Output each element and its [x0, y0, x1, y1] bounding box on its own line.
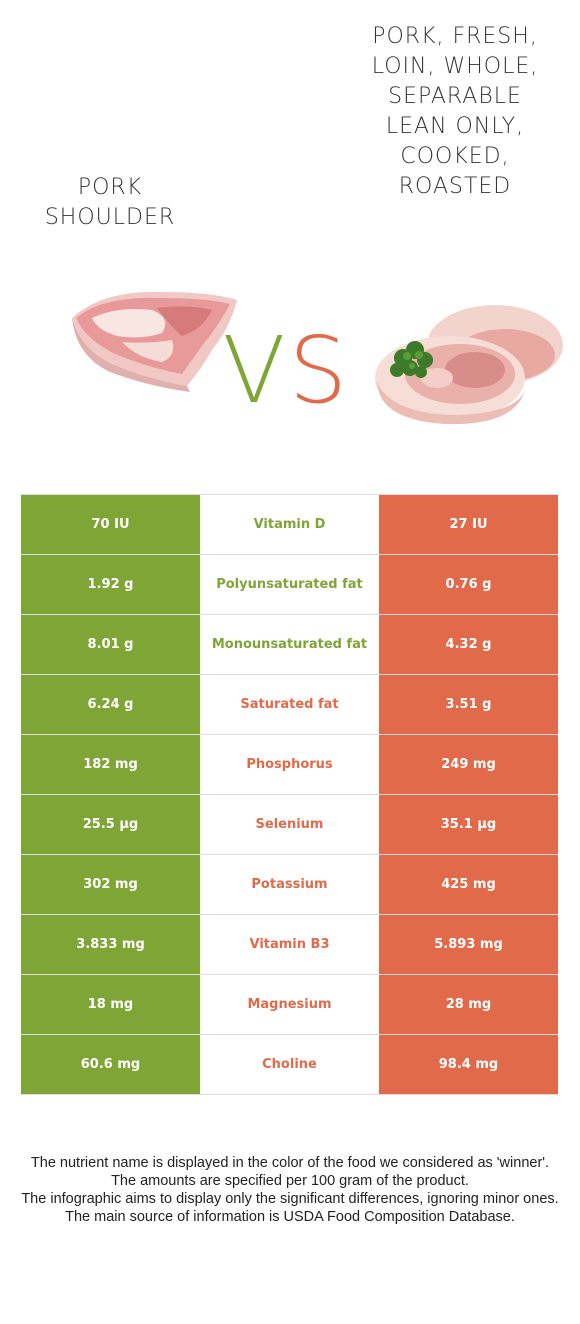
pork-shoulder-image: [72, 291, 237, 392]
nutrient-name: Choline: [200, 1035, 379, 1094]
vs-v-letter: V: [223, 322, 286, 412]
left-value: 25.5 µg: [21, 795, 200, 854]
nutrient-name: Monounsaturated fat: [200, 615, 379, 674]
right-value: 249 mg: [379, 735, 558, 794]
vs-s-letter: S: [289, 322, 347, 412]
right-value: 0.76 g: [379, 555, 558, 614]
nutrient-name: Polyunsaturated fat: [200, 555, 379, 614]
nutrient-name: Magnesium: [200, 975, 379, 1034]
table-row: 182 mg Phosphorus 249 mg: [21, 735, 558, 795]
table-row: 18 mg Magnesium 28 mg: [21, 975, 558, 1035]
table-row: 8.01 g Monounsaturated fat 4.32 g: [21, 615, 558, 675]
footer-notes: The nutrient name is displayed in the co…: [18, 1154, 562, 1226]
left-value: 8.01 g: [21, 615, 200, 674]
table-row: 3.833 mg Vitamin B3 5.893 mg: [21, 915, 558, 975]
nutrient-name: Phosphorus: [200, 735, 379, 794]
footer-line: The infographic aims to display only the…: [21, 1191, 559, 1207]
footer-line: The nutrient name is displayed in the co…: [30, 1155, 550, 1171]
table-row: 25.5 µg Selenium 35.1 µg: [21, 795, 558, 855]
right-value: 27 IU: [379, 495, 558, 554]
nutrient-name: Selenium: [200, 795, 379, 854]
right-value: 35.1 µg: [379, 795, 558, 854]
left-value: 70 IU: [21, 495, 200, 554]
left-value: 1.92 g: [21, 555, 200, 614]
table-row: 60.6 mg Choline 98.4 mg: [21, 1035, 558, 1095]
left-value: 60.6 mg: [21, 1035, 200, 1094]
left-value: 6.24 g: [21, 675, 200, 734]
nutrient-comparison-table: 70 IU Vitamin D 27 IU 1.92 g Polyunsaturated…: [21, 494, 558, 1095]
vs-graphic: V S: [223, 322, 348, 412]
nutrient-name: Potassium: [200, 855, 379, 914]
left-value: 18 mg: [21, 975, 200, 1034]
table-row: 302 mg Potassium 425 mg: [21, 855, 558, 915]
right-value: 5.893 mg: [379, 915, 558, 974]
nutrient-name: Vitamin D: [200, 495, 379, 554]
pork-loin-image: [375, 305, 563, 425]
nutrient-name: Saturated fat: [200, 675, 379, 734]
table-row: 6.24 g Saturated fat 3.51 g: [21, 675, 558, 735]
right-value: 4.32 g: [379, 615, 558, 674]
right-value: 28 mg: [379, 975, 558, 1034]
right-value: 425 mg: [379, 855, 558, 914]
nutrient-name: Vitamin B3: [200, 915, 379, 974]
footer-line: The main source of information is USDA F…: [65, 1209, 515, 1225]
left-value: 182 mg: [21, 735, 200, 794]
right-value: 98.4 mg: [379, 1035, 558, 1094]
footer-line: The amounts are specified per 100 gram o…: [111, 1173, 469, 1189]
right-food-title: Pork, fresh, loin, whole, separable lean…: [371, 24, 539, 199]
table-row: 70 IU Vitamin D 27 IU: [21, 494, 558, 555]
left-food-title: Pork shoulder: [44, 175, 176, 230]
right-value: 3.51 g: [379, 675, 558, 734]
left-value: 302 mg: [21, 855, 200, 914]
table-row: 1.92 g Polyunsaturated fat 0.76 g: [21, 555, 558, 615]
left-value: 3.833 mg: [21, 915, 200, 974]
